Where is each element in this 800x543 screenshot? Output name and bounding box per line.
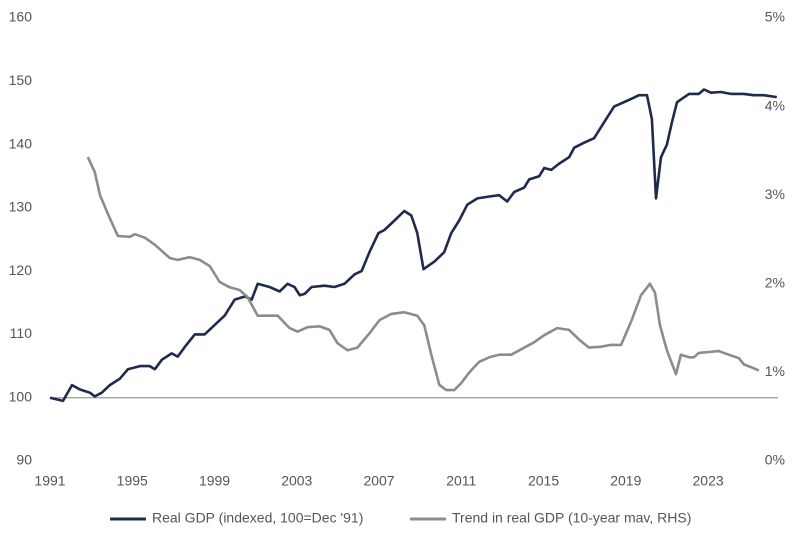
x-tick-label: 2007	[363, 473, 394, 489]
y-tick-label: 110	[10, 325, 33, 341]
y-tick-label: 90	[16, 452, 32, 468]
y-tick-label: 130	[9, 199, 33, 215]
y-tick-label: 160	[9, 9, 33, 25]
x-tick-label: 2015	[528, 473, 559, 489]
y2-tick-label: 1%	[765, 363, 785, 379]
x-tick-label: 2011	[446, 473, 476, 489]
x-tick-label: 1999	[199, 473, 230, 489]
y-tick-label: 140	[9, 135, 33, 151]
y-tick-label: 120	[9, 262, 33, 278]
y2-tick-label: 0%	[765, 452, 785, 468]
series-line	[86, 156, 760, 392]
y2-tick-label: 4%	[765, 97, 785, 113]
y-tick-label: 150	[9, 72, 33, 88]
y2-tick-label: 2%	[765, 275, 785, 291]
x-tick-label: 2023	[693, 473, 724, 489]
legend-label: Trend in real GDP (10-year mav, RHS)	[452, 510, 691, 526]
x-tick-label: 1991	[34, 473, 65, 489]
series-line	[49, 88, 777, 403]
y-tick-label: 100	[9, 388, 33, 404]
y2-tick-label: 5%	[765, 9, 785, 25]
y2-tick-label: 3%	[765, 186, 785, 202]
legend-label: Real GDP (indexed, 100=Dec '91)	[152, 510, 363, 526]
x-tick-label: 1995	[117, 473, 148, 489]
x-tick-label: 2019	[610, 473, 641, 489]
x-tick-label: 2003	[281, 473, 312, 489]
